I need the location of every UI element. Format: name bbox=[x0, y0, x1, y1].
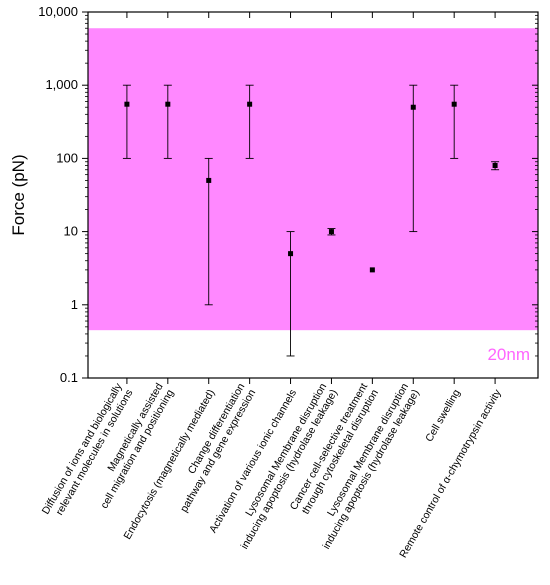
data-point-group bbox=[245, 84, 254, 159]
data-point bbox=[492, 162, 498, 168]
data-point bbox=[206, 177, 212, 183]
y-tick-label: 100 bbox=[56, 150, 78, 165]
data-point bbox=[328, 229, 334, 235]
plot-frame bbox=[87, 11, 539, 379]
y-tick-label: 1,000 bbox=[45, 77, 78, 92]
band-label: 20nm bbox=[487, 345, 530, 364]
y-axis-title: Force (pN) bbox=[9, 154, 28, 235]
data-point-group bbox=[163, 84, 172, 159]
y-tick-label: 0.1 bbox=[60, 370, 78, 385]
data-point-group bbox=[204, 157, 213, 306]
data-point bbox=[369, 267, 375, 273]
data-point-group bbox=[409, 84, 418, 233]
data-point-group bbox=[286, 231, 295, 357]
x-category-label-line: Cell swelling bbox=[423, 387, 463, 444]
band-region bbox=[88, 28, 538, 331]
data-point-group bbox=[450, 84, 459, 159]
data-point-group bbox=[369, 267, 375, 273]
y-tick-label: 10,000 bbox=[38, 4, 78, 19]
data-point-group bbox=[122, 84, 131, 159]
x-category-label-line: pathway and gene expression bbox=[178, 387, 258, 514]
data-point bbox=[124, 101, 130, 107]
y-tick-label: 10 bbox=[64, 224, 78, 239]
data-point-group bbox=[327, 228, 336, 236]
data-point bbox=[247, 101, 253, 107]
data-point bbox=[451, 101, 457, 107]
data-point-group bbox=[491, 161, 500, 171]
y-tick-label: 1 bbox=[71, 297, 78, 312]
data-point bbox=[288, 251, 294, 257]
data-point bbox=[410, 104, 416, 110]
x-category-label: Cell swelling bbox=[423, 387, 463, 444]
data-point bbox=[165, 101, 171, 107]
